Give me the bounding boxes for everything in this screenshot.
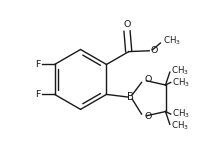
Text: CH$_3$: CH$_3$ [172,76,189,89]
Text: B: B [127,92,134,102]
Text: O: O [144,112,152,121]
Text: F: F [35,90,40,99]
Text: CH$_3$: CH$_3$ [171,64,189,77]
Text: CH$_3$: CH$_3$ [172,108,189,120]
Text: O: O [144,75,152,84]
Text: O: O [123,20,131,29]
Text: O: O [150,46,158,55]
Text: CH$_3$: CH$_3$ [163,34,181,47]
Text: CH$_3$: CH$_3$ [171,120,189,132]
Text: F: F [35,60,40,69]
